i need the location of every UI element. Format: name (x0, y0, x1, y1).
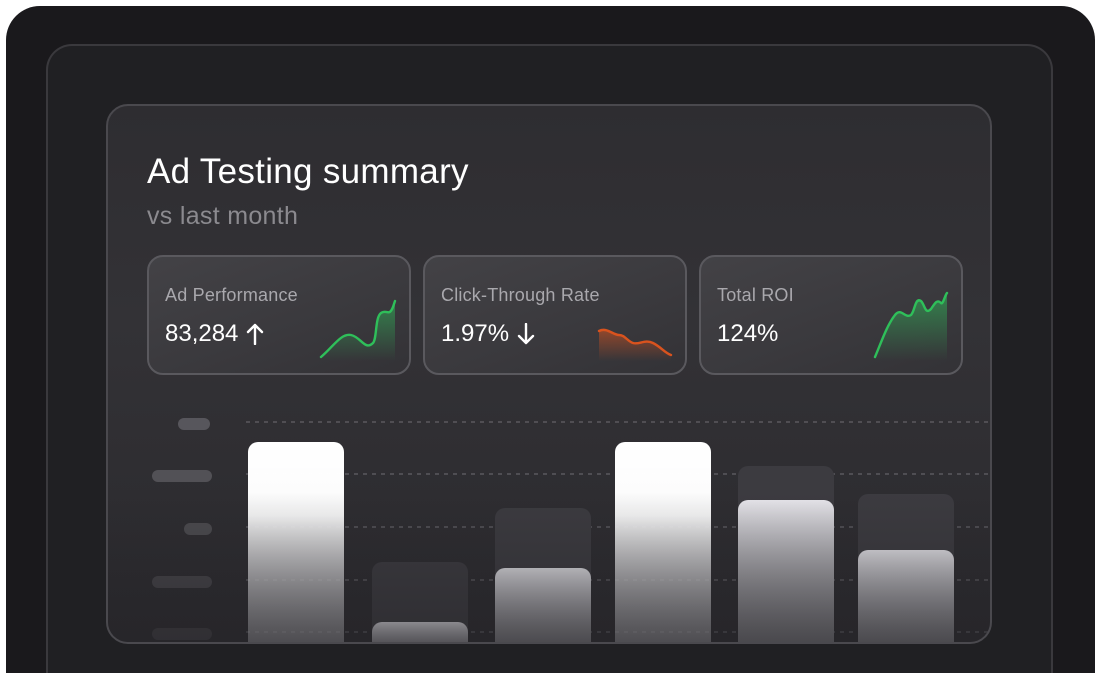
y-axis-tick-placeholder (152, 628, 212, 640)
arrow-up-icon (247, 323, 264, 345)
total-roi-sparkline (873, 291, 949, 361)
card-value-row: 83,284 (165, 320, 264, 348)
y-axis-tick-placeholder (152, 576, 212, 588)
bar[interactable] (858, 550, 954, 644)
page-title: Ad Testing summary (147, 152, 469, 191)
card-label: Click-Through Rate (441, 285, 600, 305)
card-value: 83,284 (165, 320, 239, 347)
ad-testing-summary-panel: Ad Testing summary vs last month Ad Perf… (106, 104, 992, 644)
bar-chart (152, 418, 988, 644)
bar[interactable] (372, 622, 468, 644)
bar[interactable] (248, 442, 344, 644)
card-label: Total ROI (717, 285, 794, 305)
bar[interactable] (738, 500, 834, 644)
ad-performance-sparkline (319, 299, 397, 361)
bar[interactable] (615, 442, 711, 644)
click-through-rate-card[interactable]: Click-Through Rate 1.97% (423, 255, 687, 375)
y-axis-tick-placeholder (184, 523, 212, 535)
card-label: Ad Performance (165, 285, 298, 305)
ad-performance-card[interactable]: Ad Performance 83,284 (147, 255, 411, 375)
card-value: 124% (717, 320, 779, 347)
click-through-rate-sparkline (597, 328, 673, 361)
y-axis-tick-placeholder (152, 470, 212, 482)
card-value-row: 1.97% (441, 320, 535, 348)
arrow-down-icon (517, 323, 535, 345)
device-frame: Ad Testing summary vs last month Ad Perf… (6, 6, 1095, 673)
bar[interactable] (495, 568, 591, 644)
card-value-row: 124% (717, 320, 778, 348)
card-value: 1.97% (441, 320, 510, 347)
page-subtitle: vs last month (147, 202, 299, 230)
y-axis-tick-placeholder (178, 418, 210, 430)
total-roi-card[interactable]: Total ROI 124% (699, 255, 963, 375)
